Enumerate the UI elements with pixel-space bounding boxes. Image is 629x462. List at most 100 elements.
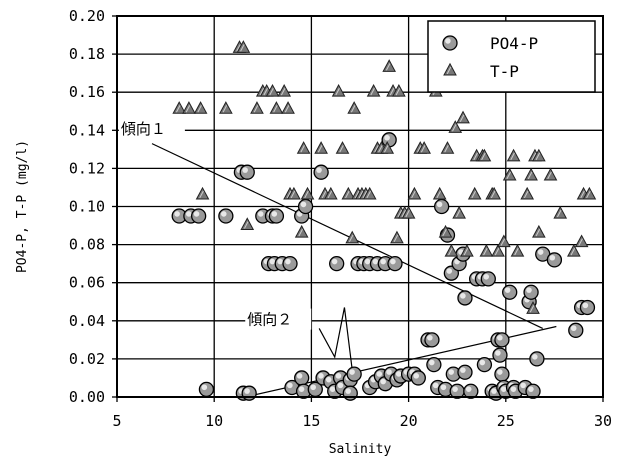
x-tick-label: 15	[302, 412, 320, 430]
po4-p-point	[492, 347, 508, 363]
po4-p-point	[241, 385, 257, 401]
t-p-point	[479, 243, 494, 257]
y-tick-label: 0.14	[69, 121, 105, 139]
t-p-point	[250, 101, 264, 114]
t-p-point	[532, 224, 546, 238]
legend-box	[427, 20, 596, 93]
trend-line	[318, 307, 355, 386]
annotation-label: 傾向１	[121, 120, 166, 138]
y-tick-label: 0.16	[69, 83, 105, 101]
po4-p-point	[410, 370, 426, 386]
x-tick-label: 10	[205, 412, 223, 430]
y-tick-label: 0.02	[69, 350, 105, 368]
t-p-point	[324, 186, 338, 200]
t-p-point	[432, 186, 447, 200]
t-p-point	[362, 186, 377, 200]
t-p-point	[440, 141, 455, 154]
t-p-point	[553, 205, 568, 219]
t-p-point	[182, 101, 196, 114]
y-tick-label: 0.00	[69, 388, 105, 406]
t-p-point	[452, 205, 466, 219]
t-p-point	[460, 243, 474, 257]
t-p-point	[287, 186, 301, 200]
t-p-point	[506, 148, 521, 162]
y-tick-label: 0.04	[69, 312, 105, 330]
po4-p-point	[426, 356, 442, 373]
x-tick-label: 30	[594, 412, 612, 430]
t-p-point	[366, 83, 381, 97]
x-tick-label: 5	[112, 412, 121, 430]
legend-po4-p-marker	[442, 35, 458, 51]
y-tick-label: 0.18	[69, 45, 105, 63]
legend-t-p-label: T-P	[490, 62, 519, 81]
po4-p-point	[494, 366, 510, 382]
x-tick-label: 20	[400, 412, 418, 430]
po4-p-point	[476, 356, 493, 373]
po4-p-point	[535, 246, 551, 262]
t-p-point	[281, 101, 295, 114]
po4-p-point	[568, 322, 584, 338]
t-p-point	[401, 205, 416, 219]
po4-p-point	[294, 370, 310, 386]
po4-p-point	[297, 198, 314, 215]
po4-p-point	[502, 284, 518, 300]
t-p-point	[574, 234, 589, 248]
t-p-point	[491, 243, 505, 257]
annotation-label: 傾向２	[247, 311, 292, 329]
t-p-point	[392, 83, 406, 97]
t-p-point	[296, 141, 311, 154]
t-p-point	[444, 243, 459, 257]
po4-p-point	[529, 351, 545, 367]
po4-p-point	[198, 381, 215, 398]
t-p-point	[347, 101, 362, 114]
t-p-point	[510, 243, 525, 257]
t-p-point	[314, 141, 328, 154]
legend-po4-p-label: PO4-P	[490, 34, 538, 53]
t-p-point	[193, 101, 208, 114]
t-p-point	[380, 141, 395, 154]
t-p-point	[277, 83, 292, 97]
t-p-point	[477, 148, 492, 162]
t-p-point	[438, 224, 453, 238]
t-p-point	[382, 59, 396, 72]
po4-p-point	[433, 198, 450, 215]
po4-p-point	[377, 376, 393, 392]
annotation-bg	[245, 308, 312, 330]
t-p-point	[300, 186, 315, 200]
po4-p-point	[282, 255, 298, 272]
y-axis-ticks: 0.00 0.02 0.04 0.06 0.08 0.10 0.12 0.14 0.16 0.18…	[69, 7, 117, 406]
y-tick-label: 0.20	[69, 7, 105, 25]
y-tick-label: 0.10	[69, 198, 105, 216]
t-p-point	[294, 224, 309, 238]
po4-p-point	[329, 255, 345, 272]
x-axis-ticks: 5 10 15 20 25 30	[112, 397, 612, 430]
po4-p-point	[424, 332, 440, 348]
t-p-point	[269, 101, 284, 114]
t-p-point	[456, 110, 470, 124]
t-p-point	[331, 83, 346, 97]
t-p-point	[236, 40, 251, 53]
t-p-point	[265, 83, 280, 97]
t-p-point	[390, 230, 404, 244]
y-tick-label: 0.12	[69, 159, 105, 177]
trend-line	[151, 143, 543, 329]
t-p-point	[497, 234, 511, 248]
t-p-point	[520, 186, 535, 200]
t-p-point	[448, 120, 463, 133]
po4-p-point	[480, 271, 496, 287]
t-p-point	[335, 141, 350, 154]
po4-p-point	[445, 366, 461, 382]
po4-p-point	[494, 332, 510, 348]
t-p-point	[487, 186, 501, 200]
t-p-point	[526, 301, 540, 314]
t-p-point	[567, 243, 581, 257]
po4-p-point	[546, 252, 563, 268]
legend-t-p-marker	[443, 62, 457, 76]
po4-p-point	[457, 364, 473, 380]
t-p-point	[407, 186, 422, 200]
y-tick-label: 0.08	[69, 236, 105, 254]
annotations: 傾向１ 傾向２	[118, 118, 312, 330]
annotation-bg	[118, 118, 185, 140]
t-p-point	[172, 101, 187, 114]
